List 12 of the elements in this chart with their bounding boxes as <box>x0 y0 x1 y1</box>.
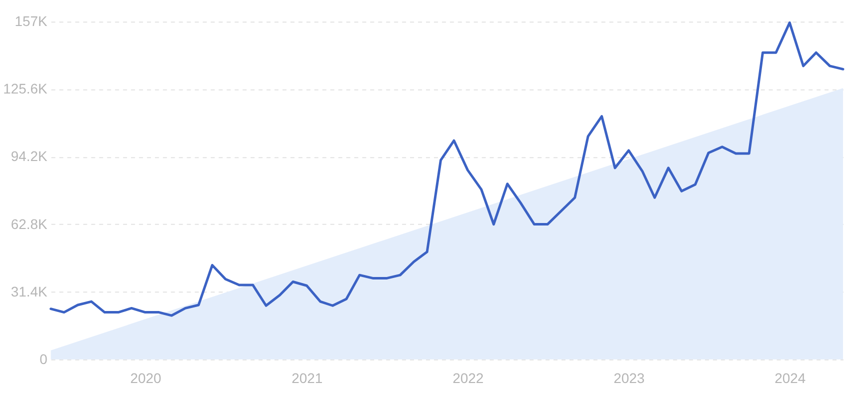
x-tick-label: 2023 <box>614 370 645 386</box>
y-tick-label: 94.2K <box>10 148 48 164</box>
line-series <box>50 21 844 317</box>
x-tick-label: 2022 <box>452 370 484 386</box>
x-tick-label: 2020 <box>130 370 162 386</box>
y-tick-label: 157K <box>14 13 48 30</box>
y-tick-label: 0 <box>40 350 48 367</box>
x-tick-label: 2024 <box>774 370 806 386</box>
y-tick-label: 31.4K <box>10 283 48 300</box>
y-tick-label: 62.8K <box>10 216 48 232</box>
x-tick-label: 2021 <box>292 370 323 386</box>
y-tick-label: 125.6K <box>3 80 48 97</box>
